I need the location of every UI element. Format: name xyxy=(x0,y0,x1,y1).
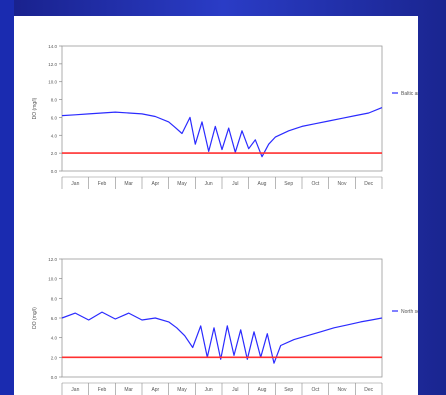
y-tick-label: 8.0 xyxy=(51,98,58,103)
x-tick-label: Aug xyxy=(258,181,267,187)
x-tick-label: Aug xyxy=(258,387,267,393)
x-tick-label: Mar xyxy=(124,181,133,187)
y-tick-label: 0.0 xyxy=(51,169,58,174)
x-tick-label: Jul xyxy=(232,181,238,187)
x-tick-label: Nov xyxy=(338,387,347,393)
x-tick-label: Sep xyxy=(284,181,293,187)
y-tick-label: 6.0 xyxy=(51,115,58,120)
plot-area xyxy=(61,45,383,172)
series-line xyxy=(61,107,383,158)
y-tick-label: 14.0 xyxy=(48,44,57,49)
x-tick-label: Feb xyxy=(98,181,107,187)
y-tick-label: 12.0 xyxy=(48,257,57,262)
plot-area xyxy=(61,258,383,378)
y-tick-label: 12.0 xyxy=(48,62,57,67)
x-tick-label: Feb xyxy=(98,387,107,393)
y-axis-label: DO (mg/l) xyxy=(32,97,38,119)
figure-panel: 0.0 2.0 4.0 6.0 8.0 10.0 12.0 14.0 DO (mg/l) Jan F… xyxy=(14,16,418,395)
y-tick-label: 6.0 xyxy=(51,316,58,321)
legend-label: Baltic area xyxy=(401,91,418,97)
chart-baltic: 0.0 2.0 4.0 6.0 8.0 10.0 12.0 14.0 DO (mg/l) Jan F… xyxy=(32,44,418,189)
chart-north-sea: 0.0 2.0 4.0 6.0 8.0 10.0 12.0 DO (mg/l) Jan Feb Ma… xyxy=(32,257,418,395)
x-tick-label: Jan xyxy=(71,181,79,187)
y-tick-label: 8.0 xyxy=(51,296,58,301)
y-tick-label: 0.0 xyxy=(51,375,58,380)
x-tick-label: Apr xyxy=(151,181,159,187)
x-tick-label: Jun xyxy=(205,181,213,187)
slide-left-bar xyxy=(0,0,14,395)
y-axis-label: DO (mg/l) xyxy=(32,307,38,329)
y-tick-label: 4.0 xyxy=(51,336,58,341)
x-tick-label: Dec xyxy=(364,181,373,187)
legend-label: North sea xyxy=(401,309,418,315)
x-tick-label: Mar xyxy=(124,387,133,393)
x-tick-label: Nov xyxy=(338,181,347,187)
x-tick-label: Jun xyxy=(205,387,213,393)
y-tick-label: 4.0 xyxy=(51,133,58,138)
y-tick-label: 10.0 xyxy=(48,80,57,85)
x-tick-label: Oct xyxy=(311,181,319,187)
x-tick-label: Oct xyxy=(311,387,319,393)
x-tick-label: Sep xyxy=(284,387,293,393)
x-tick-label: Jul xyxy=(232,387,238,393)
y-tick-label: 2.0 xyxy=(51,151,58,156)
y-tick-label: 10.0 xyxy=(48,277,57,282)
x-tick-label: Apr xyxy=(151,387,159,393)
y-tick-label: 2.0 xyxy=(51,355,58,360)
x-tick-label: Jan xyxy=(71,387,79,393)
x-tick-label: May xyxy=(177,181,187,187)
x-tick-label: Dec xyxy=(364,387,373,393)
series-line xyxy=(61,311,383,364)
x-tick-label: May xyxy=(177,387,187,393)
